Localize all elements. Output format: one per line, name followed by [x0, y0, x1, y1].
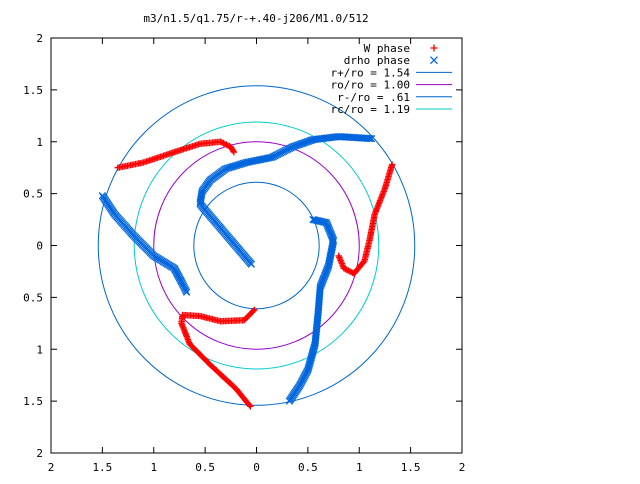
drho-phase-point	[367, 134, 376, 143]
x-tick-label: 0.5	[298, 461, 318, 474]
y-tick-label: 1	[36, 343, 43, 356]
legend-label: drho phase	[344, 54, 410, 67]
chart-title: m3/n1.5/q1.75/r-+.40-j206/M1.0/512	[143, 12, 368, 25]
legend-marker-sample	[430, 44, 438, 52]
w-phase-point	[250, 307, 257, 315]
w-phase-point	[350, 270, 358, 277]
circle-rc-ro-1-19	[133, 121, 380, 370]
w-phase-point	[346, 268, 353, 275]
w-phase-point	[218, 139, 226, 146]
legend-label: rc/ro = 1.19	[331, 103, 410, 116]
y-tick-label: 2	[36, 447, 43, 460]
y-tick-label: 1.5	[23, 395, 43, 408]
w-phase-point	[220, 140, 227, 147]
y-tick-label: 0.5	[23, 291, 43, 304]
axis-ticks: 2 1.5 1 0.5 0 0.5 1 1.5 221.510.500.511.52	[23, 32, 465, 474]
x-tick-label: 2	[48, 461, 55, 474]
w-phase-point	[230, 148, 238, 156]
data-points	[98, 132, 396, 410]
y-tick-label: 0.5	[23, 188, 43, 201]
w-phase-point	[345, 267, 352, 274]
w-phase-point	[229, 147, 237, 155]
x-tick-label: 1.5	[92, 461, 112, 474]
drho-phase-point	[285, 397, 294, 405]
w-phase-point	[335, 252, 342, 260]
legend-label: W phase	[364, 42, 410, 55]
circle-ro-ro-1-00	[153, 141, 360, 350]
x-tick-label: 1	[150, 461, 157, 474]
x-tick-label: 0	[253, 461, 260, 474]
drho-phase-point	[364, 134, 373, 143]
drho-phase-point	[366, 134, 374, 143]
w-phase-point	[217, 138, 224, 145]
circle-r-ro-1-54	[97, 85, 416, 406]
y-tick-label: 2	[36, 32, 43, 45]
w-phase-point	[221, 140, 229, 148]
w-phase-point	[343, 266, 350, 274]
x-tick-label: 0.5	[195, 461, 215, 474]
y-tick-label: 0	[36, 240, 43, 253]
reference-circles	[97, 85, 416, 406]
w-phase-point	[224, 142, 232, 149]
w-phase-point	[223, 141, 230, 148]
x-tick-label: 1.5	[401, 461, 421, 474]
w-phase-point	[347, 268, 355, 276]
legend-label: r+/ro = 1.54	[331, 66, 411, 79]
y-tick-label: 1	[36, 136, 43, 149]
w-phase-point	[251, 306, 258, 314]
w-phase-point	[349, 269, 356, 276]
x-tick-label: 2	[459, 461, 466, 474]
legend-label: r-/ro = .61	[337, 91, 410, 104]
x-tick-label: 1	[356, 461, 363, 474]
y-tick-label: 1.5	[23, 84, 43, 97]
legend-label: ro/ro = 1.00	[331, 79, 410, 92]
circle-r-ro-61	[193, 181, 320, 310]
drho-phase-point	[182, 288, 191, 296]
legend-marker-sample	[430, 56, 438, 65]
